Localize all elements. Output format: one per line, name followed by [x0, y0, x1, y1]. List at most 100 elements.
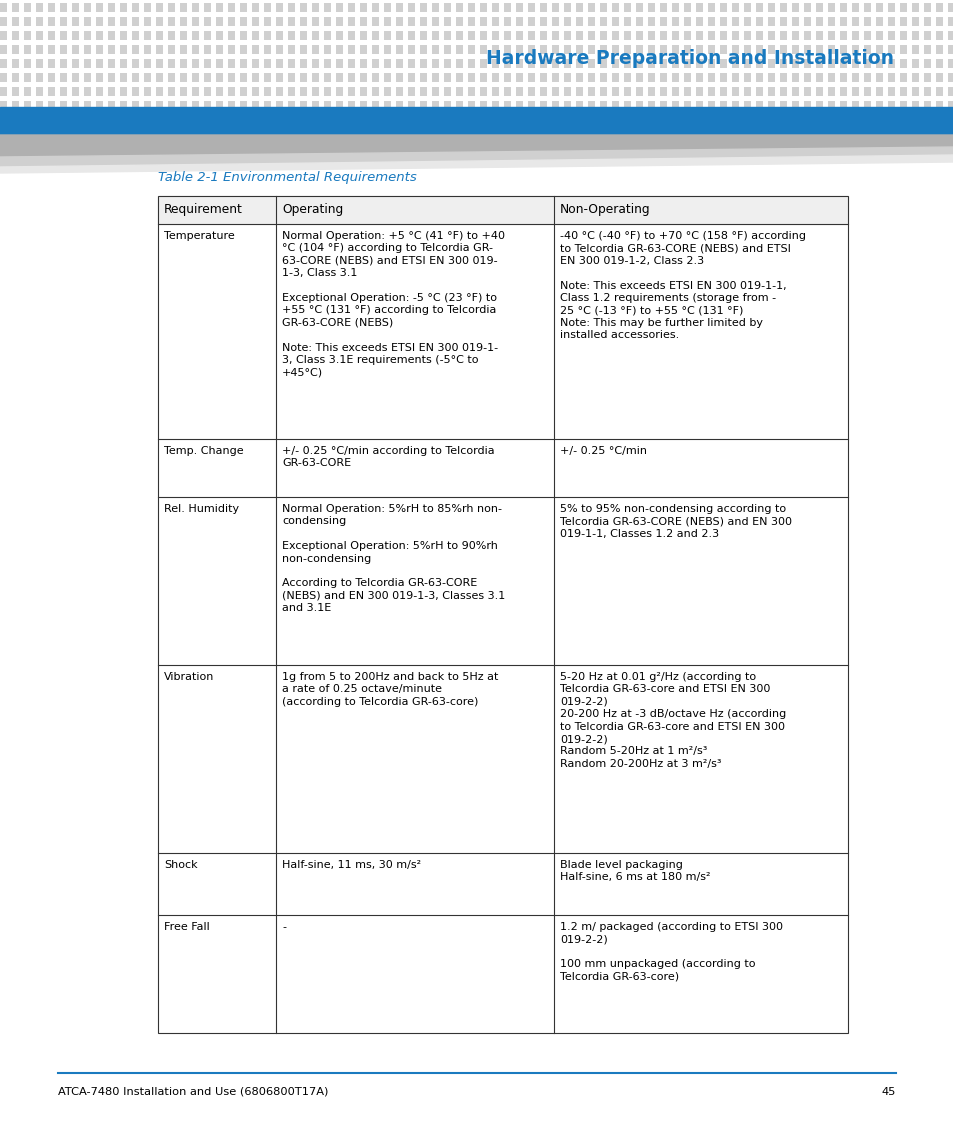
Bar: [671, 60, 679, 68]
Bar: [539, 17, 546, 26]
Text: Vibration: Vibration: [164, 672, 214, 682]
Bar: [587, 101, 595, 110]
Bar: [456, 101, 462, 110]
Bar: [408, 17, 415, 26]
Bar: [516, 3, 522, 11]
Bar: [636, 87, 642, 96]
Bar: [168, 17, 174, 26]
Bar: [468, 31, 475, 40]
Bar: [359, 87, 367, 96]
Bar: [863, 31, 870, 40]
Bar: [683, 17, 690, 26]
Bar: [443, 73, 451, 82]
Bar: [479, 45, 486, 54]
Bar: [815, 101, 822, 110]
Bar: [612, 3, 618, 11]
Bar: [299, 87, 307, 96]
Bar: [683, 3, 690, 11]
Bar: [120, 3, 127, 11]
Bar: [935, 17, 942, 26]
Bar: [527, 60, 535, 68]
Bar: [479, 3, 486, 11]
Bar: [108, 101, 115, 110]
Bar: [720, 60, 726, 68]
Bar: [156, 31, 163, 40]
Bar: [60, 3, 67, 11]
Bar: [168, 60, 174, 68]
Bar: [48, 3, 55, 11]
Bar: [456, 3, 462, 11]
Bar: [923, 17, 930, 26]
Bar: [312, 101, 318, 110]
Bar: [419, 31, 427, 40]
Bar: [791, 73, 799, 82]
Bar: [228, 45, 234, 54]
Bar: [563, 73, 571, 82]
Bar: [180, 3, 187, 11]
Bar: [12, 101, 19, 110]
Bar: [827, 60, 834, 68]
Bar: [947, 87, 953, 96]
Bar: [780, 60, 786, 68]
Bar: [576, 101, 582, 110]
Bar: [815, 31, 822, 40]
Bar: [468, 3, 475, 11]
Bar: [671, 17, 679, 26]
Bar: [659, 3, 666, 11]
Bar: [443, 3, 451, 11]
Bar: [911, 17, 918, 26]
Bar: [539, 45, 546, 54]
Bar: [780, 73, 786, 82]
Bar: [671, 45, 679, 54]
Bar: [0, 3, 7, 11]
Bar: [899, 87, 906, 96]
Bar: [647, 60, 655, 68]
Bar: [384, 60, 391, 68]
Bar: [288, 31, 294, 40]
Bar: [419, 101, 427, 110]
Bar: [335, 73, 343, 82]
Bar: [395, 45, 402, 54]
Bar: [24, 73, 30, 82]
Bar: [120, 17, 127, 26]
Bar: [539, 101, 546, 110]
Text: 45: 45: [881, 1087, 895, 1097]
Bar: [12, 73, 19, 82]
Bar: [851, 87, 858, 96]
Bar: [96, 60, 103, 68]
Bar: [158, 196, 847, 1033]
Bar: [863, 73, 870, 82]
Bar: [24, 101, 30, 110]
Bar: [731, 101, 739, 110]
Bar: [840, 3, 846, 11]
Bar: [707, 87, 714, 96]
Bar: [132, 3, 139, 11]
Bar: [875, 87, 882, 96]
Bar: [576, 3, 582, 11]
Bar: [96, 31, 103, 40]
Bar: [840, 60, 846, 68]
Bar: [623, 60, 630, 68]
Bar: [612, 87, 618, 96]
Bar: [947, 60, 953, 68]
Bar: [720, 3, 726, 11]
Bar: [395, 17, 402, 26]
Bar: [803, 60, 810, 68]
Bar: [359, 45, 367, 54]
Bar: [623, 3, 630, 11]
Bar: [335, 87, 343, 96]
Bar: [755, 45, 762, 54]
Bar: [851, 73, 858, 82]
Bar: [492, 87, 498, 96]
Bar: [743, 17, 750, 26]
Bar: [299, 45, 307, 54]
Bar: [720, 17, 726, 26]
Bar: [192, 31, 199, 40]
Bar: [84, 73, 91, 82]
Bar: [527, 101, 535, 110]
Text: -: -: [282, 922, 286, 932]
Bar: [372, 45, 378, 54]
Bar: [372, 3, 378, 11]
Bar: [947, 3, 953, 11]
Bar: [395, 31, 402, 40]
